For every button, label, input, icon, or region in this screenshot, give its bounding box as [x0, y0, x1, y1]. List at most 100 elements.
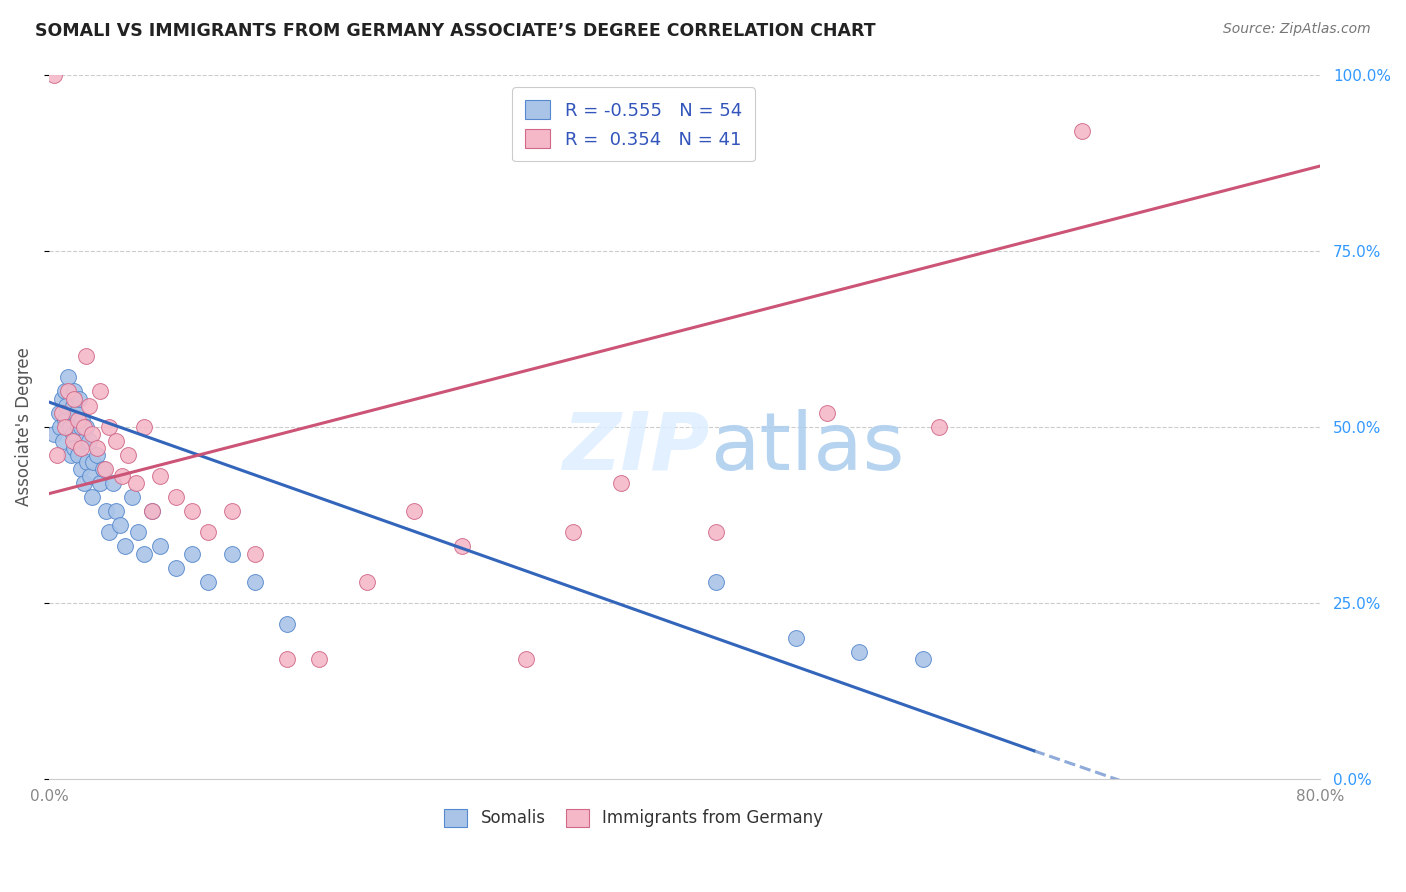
Point	[56, 370, 79, 384]
Point	[165, 560, 187, 574]
Point	[73, 434, 96, 448]
Point	[245, 574, 267, 589]
Point	[98, 419, 121, 434]
Point	[96, 504, 118, 518]
Point	[53, 419, 76, 434]
Point	[197, 574, 219, 589]
Point	[93, 462, 115, 476]
Point	[165, 490, 187, 504]
Point	[66, 419, 89, 434]
Point	[141, 504, 163, 518]
Point	[98, 525, 121, 540]
Point	[62, 399, 84, 413]
Point	[62, 434, 84, 448]
Point	[55, 399, 77, 413]
Point	[86, 448, 108, 462]
Point	[63, 441, 86, 455]
Point	[89, 384, 111, 399]
Point	[356, 574, 378, 589]
Point	[48, 406, 70, 420]
Point	[221, 547, 243, 561]
Point	[911, 652, 934, 666]
Point	[73, 476, 96, 491]
Point	[404, 504, 426, 518]
Point	[197, 525, 219, 540]
Point	[73, 419, 96, 434]
Point	[181, 504, 204, 518]
Point	[86, 441, 108, 455]
Legend: Somalis, Immigrants from Germany: Somalis, Immigrants from Germany	[437, 802, 830, 834]
Point	[104, 434, 127, 448]
Point	[45, 448, 67, 462]
Point	[49, 419, 72, 434]
Point	[80, 490, 103, 504]
Point	[56, 384, 79, 399]
Point	[785, 631, 807, 645]
Y-axis label: Associate's Degree: Associate's Degree	[15, 347, 32, 506]
Point	[704, 574, 727, 589]
Text: ZIP: ZIP	[562, 409, 710, 487]
Point	[89, 476, 111, 491]
Point	[67, 392, 90, 406]
Point	[80, 426, 103, 441]
Point	[69, 462, 91, 476]
Point	[928, 419, 950, 434]
Point	[117, 448, 139, 462]
Text: SOMALI VS IMMIGRANTS FROM GERMANY ASSOCIATE’S DEGREE CORRELATION CHART: SOMALI VS IMMIGRANTS FROM GERMANY ASSOCI…	[35, 22, 876, 40]
Point	[308, 652, 330, 666]
Point	[125, 476, 148, 491]
Point	[82, 455, 104, 469]
Point	[75, 419, 97, 434]
Point	[815, 406, 838, 420]
Point	[77, 399, 100, 413]
Point	[276, 652, 298, 666]
Point	[63, 384, 86, 399]
Point	[59, 419, 82, 434]
Point	[42, 426, 65, 441]
Point	[181, 547, 204, 561]
Point	[53, 384, 76, 399]
Point	[848, 645, 870, 659]
Point	[63, 392, 86, 406]
Point	[515, 652, 537, 666]
Point	[141, 504, 163, 518]
Point	[121, 490, 143, 504]
Point	[276, 616, 298, 631]
Point	[149, 469, 172, 483]
Point	[72, 412, 94, 426]
Point	[75, 349, 97, 363]
Point	[77, 434, 100, 448]
Point	[69, 419, 91, 434]
Point	[562, 525, 585, 540]
Point	[60, 448, 83, 462]
Point	[704, 525, 727, 540]
Point	[91, 462, 114, 476]
Point	[101, 476, 124, 491]
Point	[66, 448, 89, 462]
Point	[134, 419, 156, 434]
Point	[451, 540, 474, 554]
Point	[221, 504, 243, 518]
Point	[245, 547, 267, 561]
Point	[79, 469, 101, 483]
Point	[111, 469, 134, 483]
Point	[610, 476, 633, 491]
Point	[62, 426, 84, 441]
Point	[104, 504, 127, 518]
Point	[149, 540, 172, 554]
Point	[76, 455, 98, 469]
Point	[52, 434, 75, 448]
Point	[66, 412, 89, 426]
Point	[114, 540, 136, 554]
Point	[134, 547, 156, 561]
Point	[127, 525, 149, 540]
Point	[51, 392, 73, 406]
Point	[53, 412, 76, 426]
Point	[51, 406, 73, 420]
Point	[1070, 124, 1092, 138]
Point	[69, 441, 91, 455]
Text: atlas: atlas	[710, 409, 904, 487]
Point	[42, 68, 65, 82]
Point	[65, 406, 87, 420]
Point	[110, 518, 132, 533]
